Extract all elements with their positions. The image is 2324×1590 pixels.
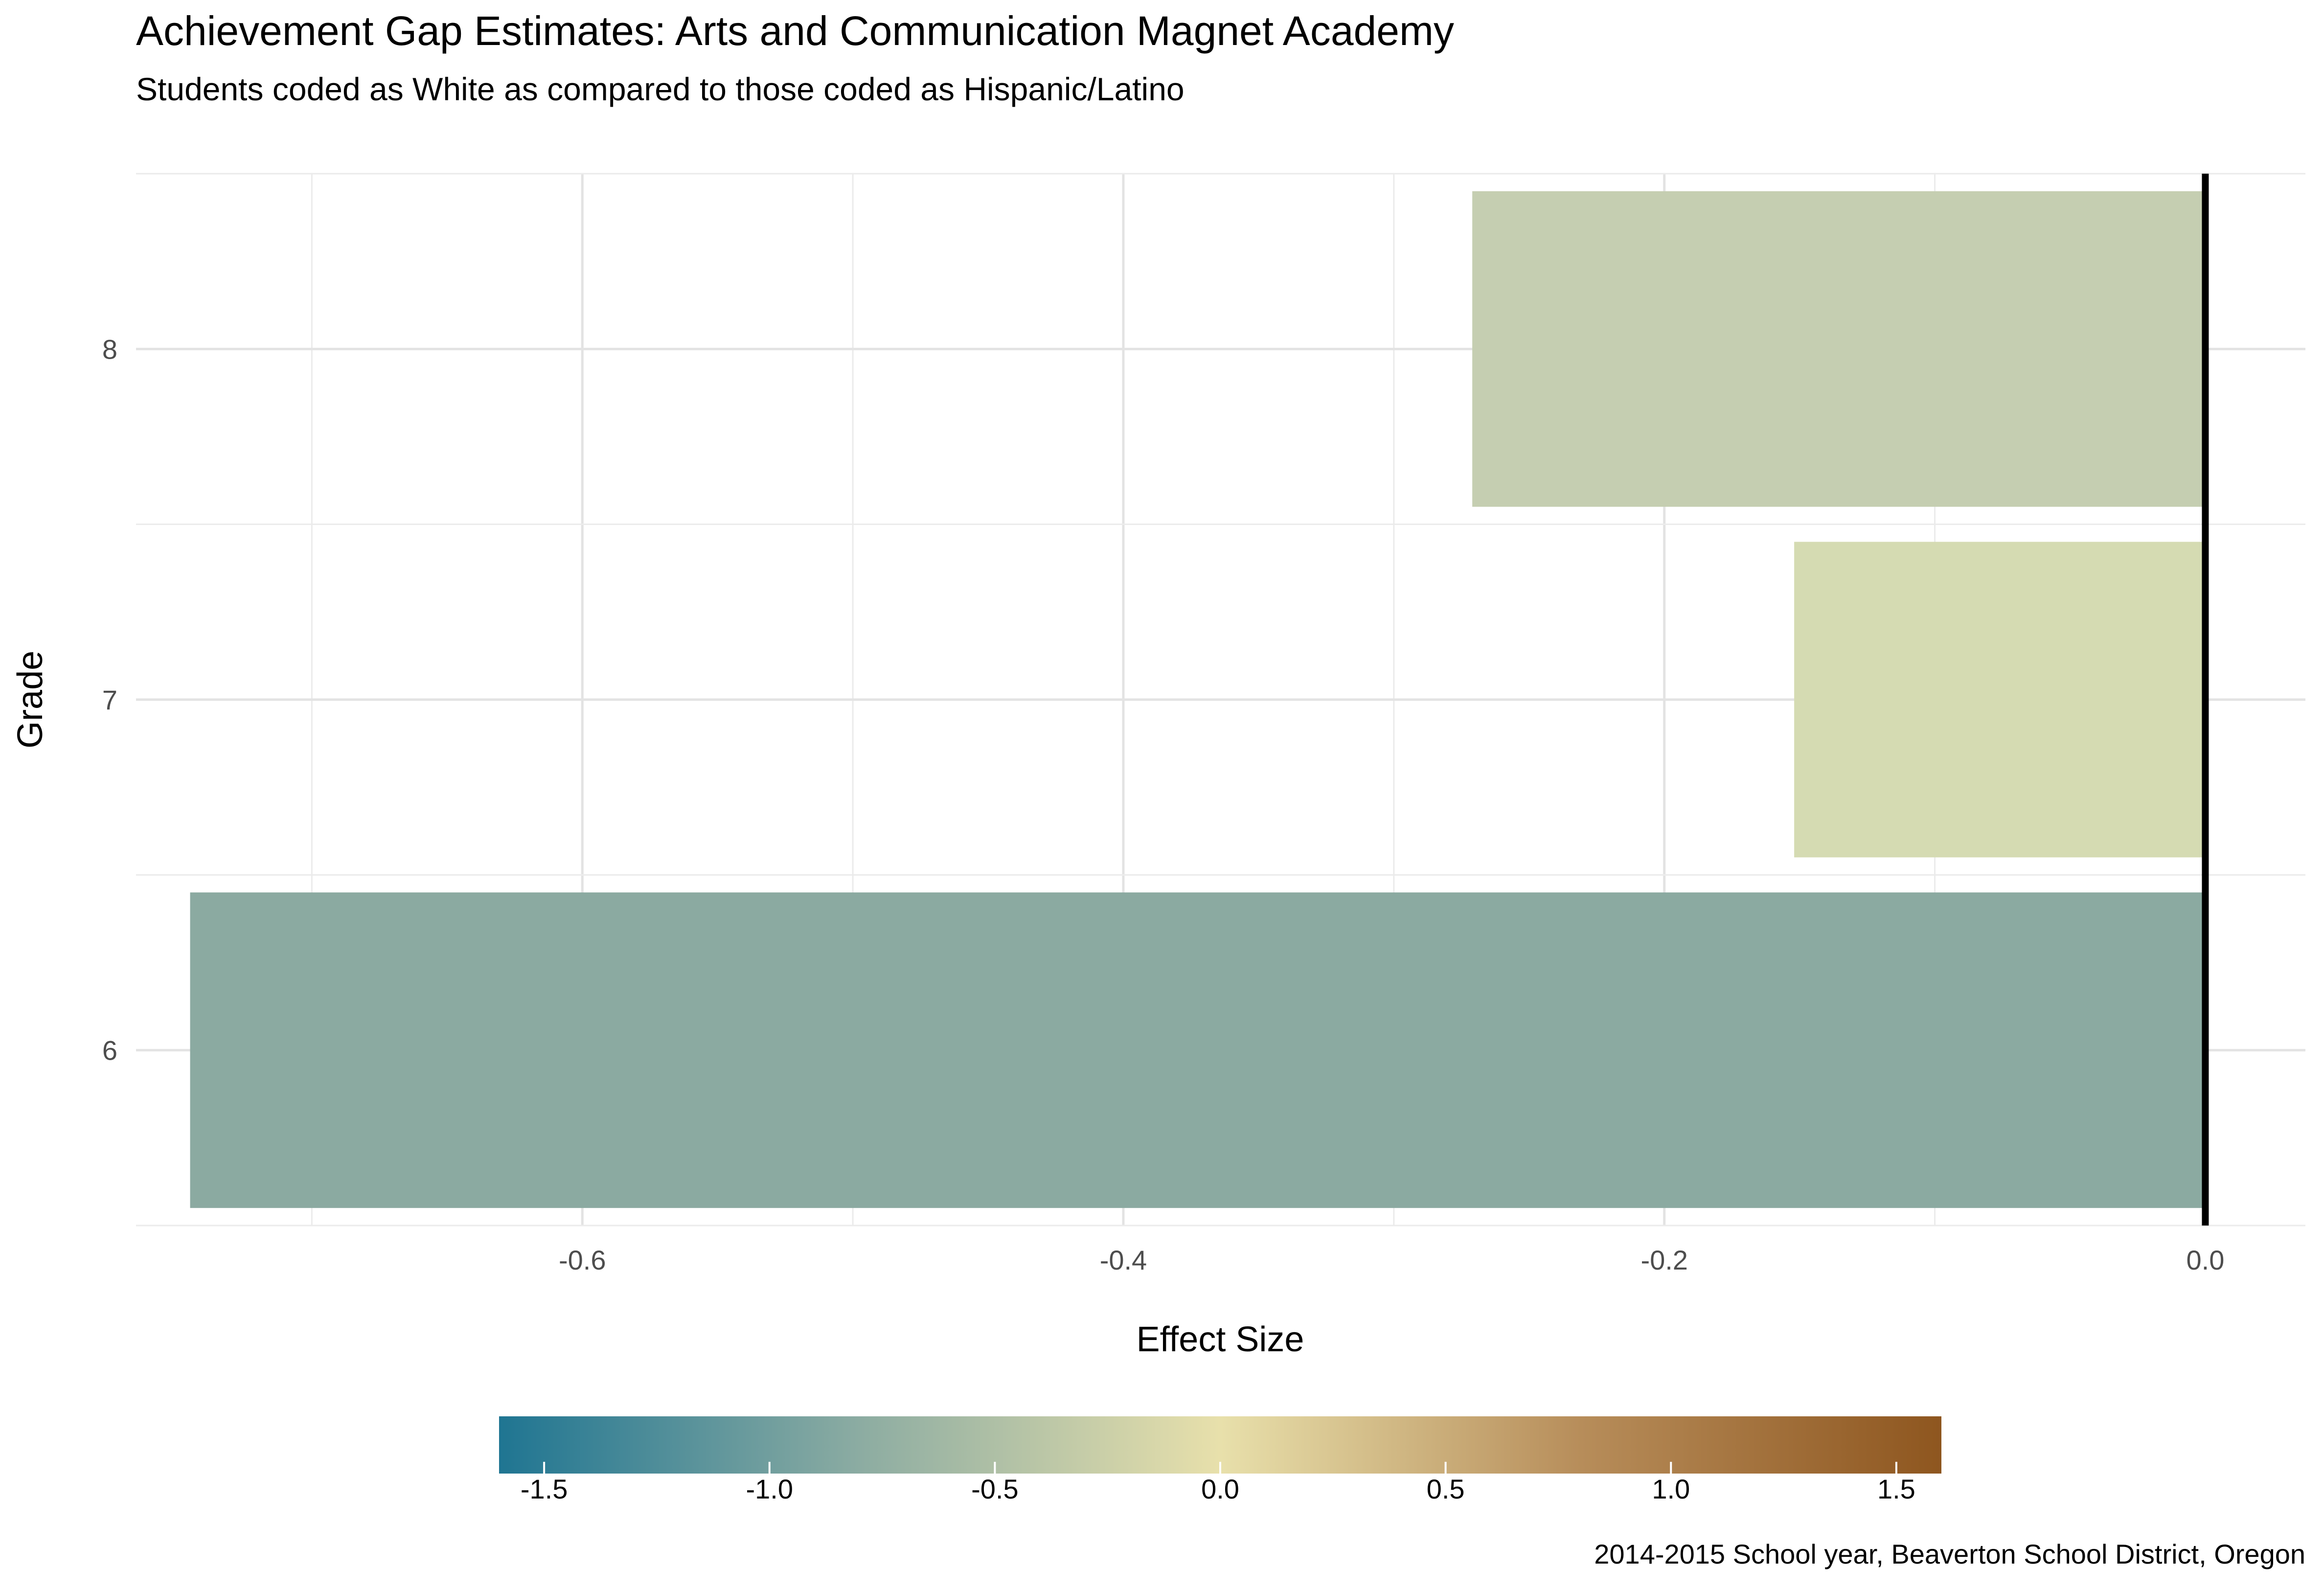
legend-tick-label: 0.5	[1427, 1474, 1465, 1504]
bar-grade-8	[1472, 191, 2206, 507]
bar-grade-6	[190, 892, 2206, 1208]
x-axis-title: Effect Size	[1137, 1320, 1304, 1359]
legend-ticks: -1.5 -1.0 -0.5 0.0 0.5 1.0 1.5	[521, 1462, 1915, 1504]
x-tick-label: -0.4	[1100, 1245, 1147, 1275]
legend-tick-label: -1.5	[521, 1474, 568, 1504]
y-tick-label: 7	[102, 684, 117, 715]
legend-tick-label: -0.5	[971, 1474, 1019, 1504]
chart-subtitle: Students coded as White as compared to t…	[136, 71, 1185, 107]
legend-tick-label: 0.0	[1201, 1474, 1239, 1504]
legend-tick-label: 1.0	[1652, 1474, 1690, 1504]
x-tick-label: -0.2	[1640, 1245, 1688, 1275]
y-axis-title: Grade	[11, 651, 50, 749]
x-tick-label: -0.6	[559, 1245, 606, 1275]
axes: -0.6 -0.4 -0.2 0.0 6 7 8	[102, 174, 2225, 1275]
y-tick-label: 8	[102, 334, 117, 364]
legend-tick-label: 1.5	[1877, 1474, 1915, 1504]
bars	[190, 191, 2206, 1208]
x-tick-label: 0.0	[2187, 1245, 2225, 1275]
bar-grade-7	[1794, 542, 2206, 858]
chart-title: Achievement Gap Estimates: Arts and Comm…	[136, 8, 1454, 54]
y-tick-label: 6	[102, 1035, 117, 1066]
legend-tick-label: -1.0	[746, 1474, 794, 1504]
chart-caption: 2014-2015 School year, Beaverton School …	[1594, 1539, 2305, 1569]
